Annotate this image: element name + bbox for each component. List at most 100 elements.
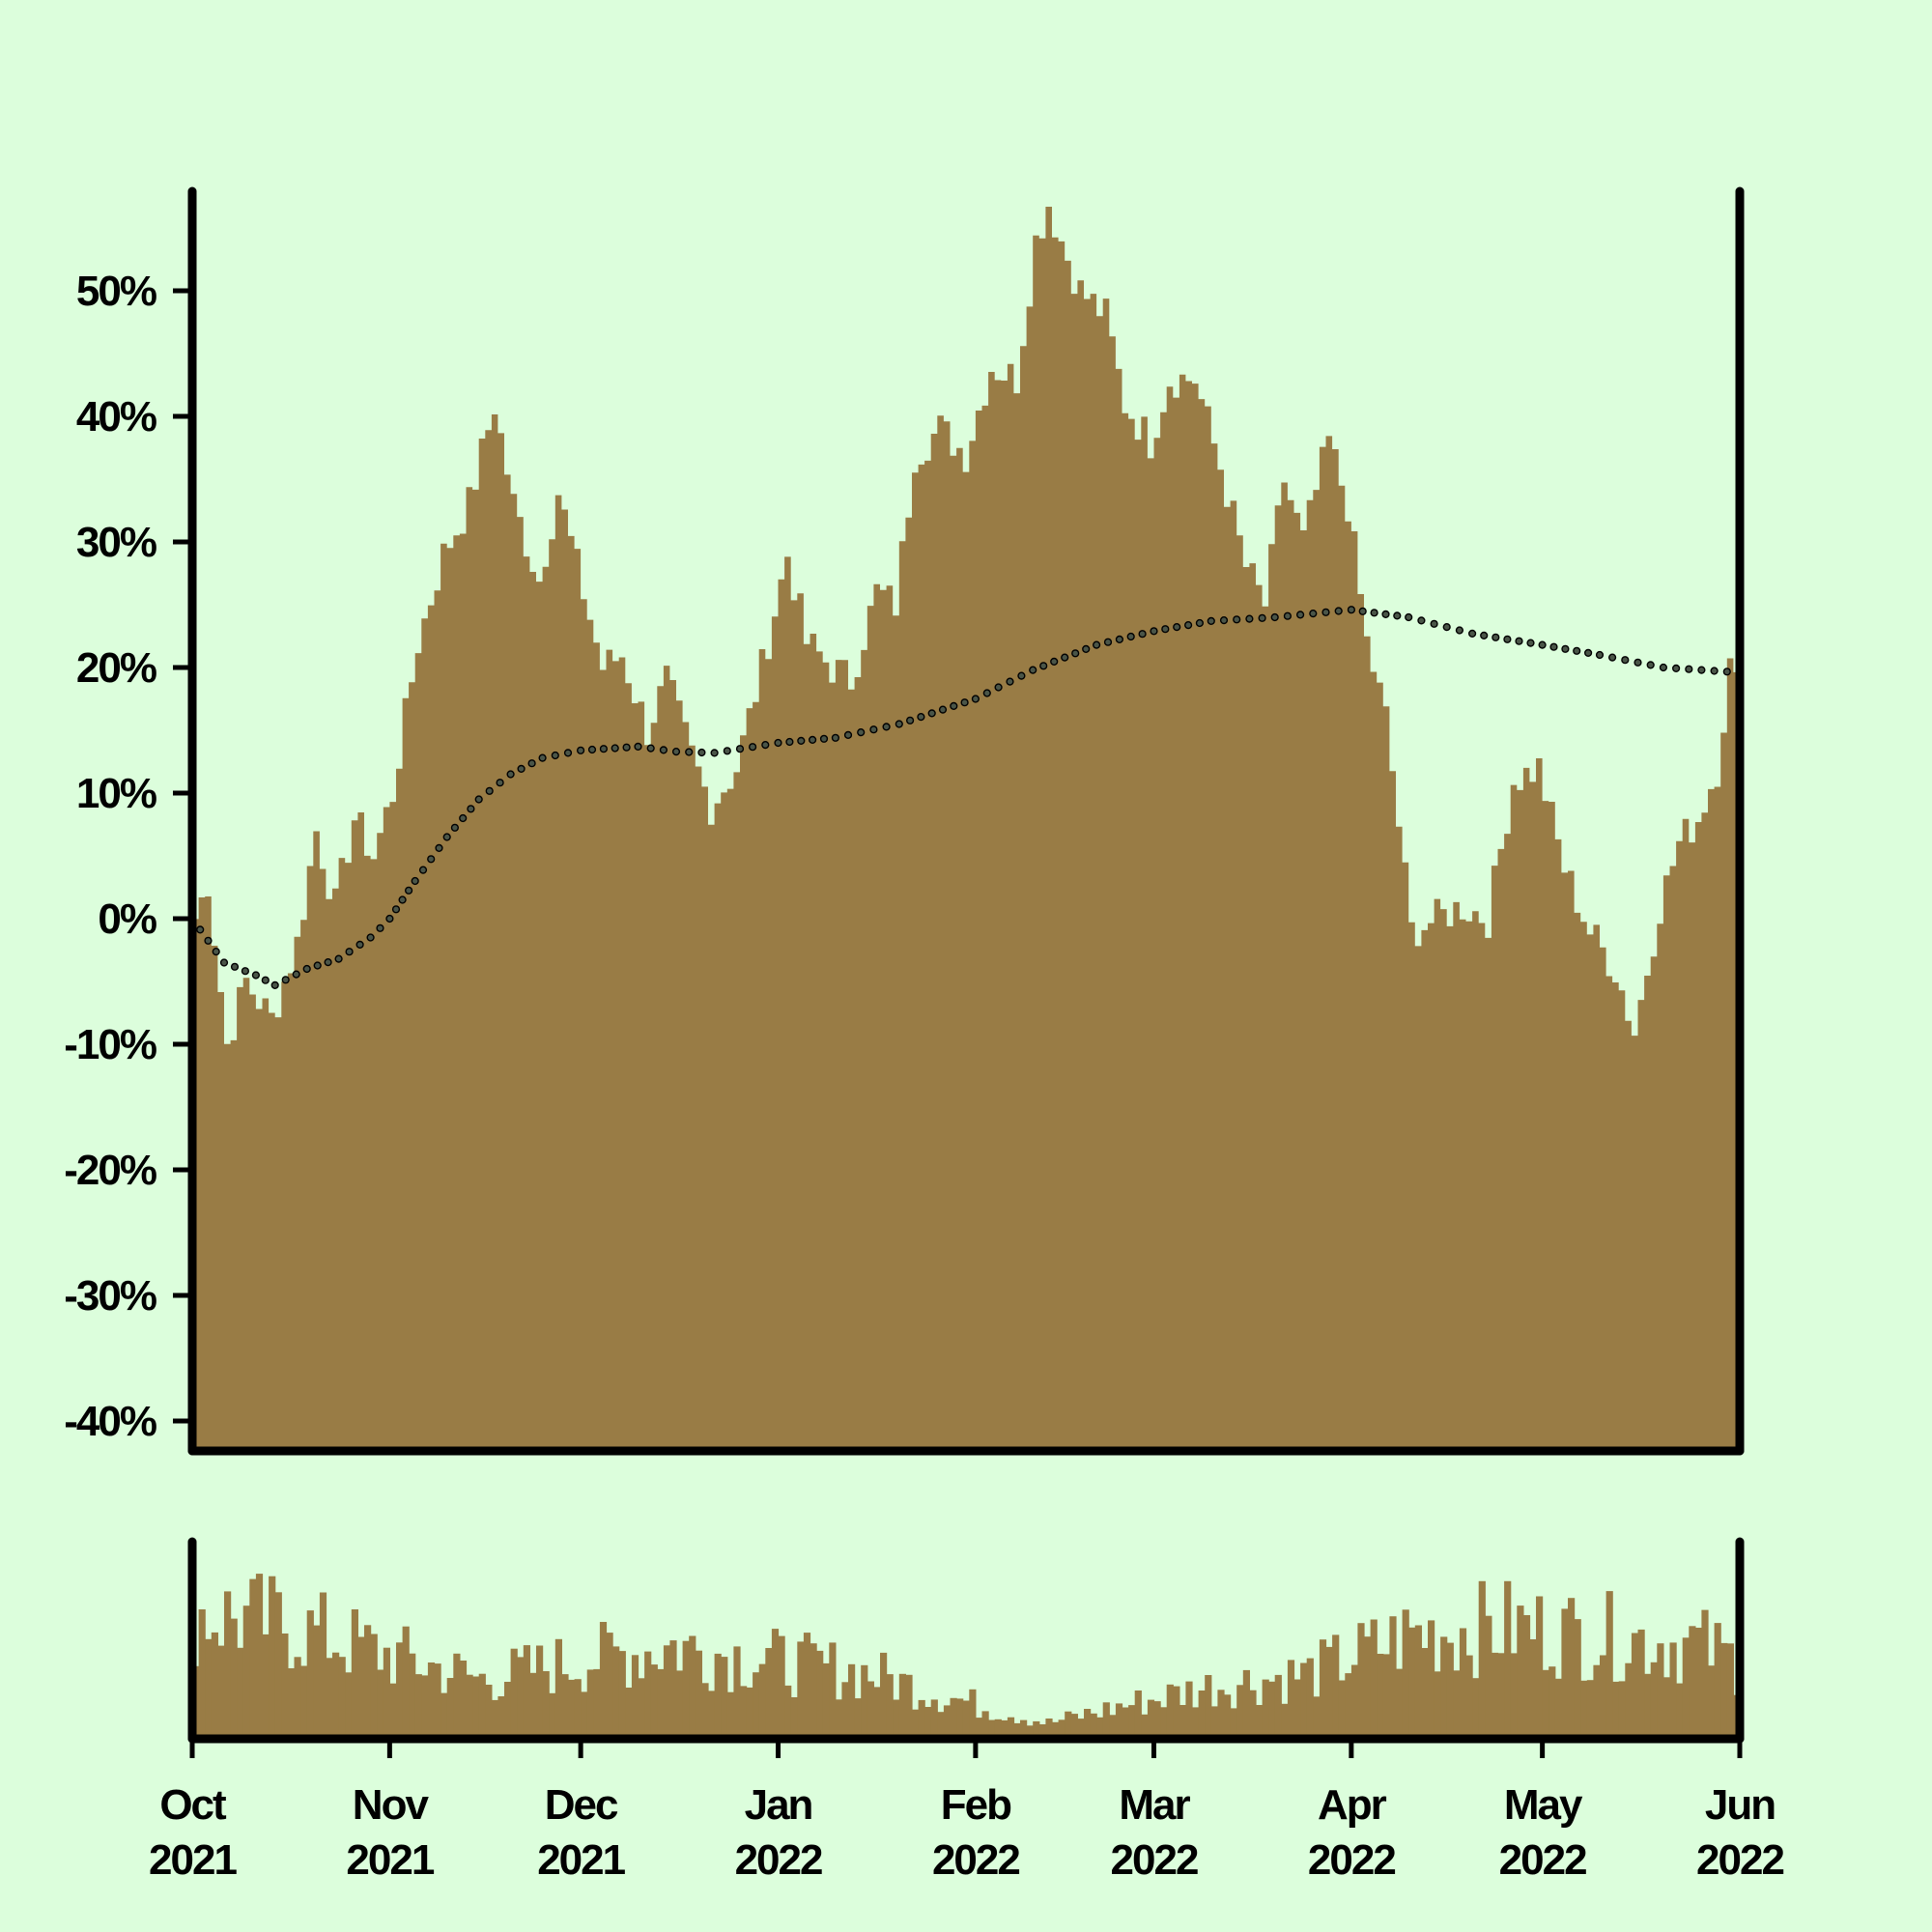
volume-bar [797,1641,805,1739]
volume-bar [1600,1655,1607,1739]
moving-average-dot [1006,677,1014,686]
volume-bar [1453,1670,1461,1739]
volume-bar [536,1645,544,1739]
volume-bar [1262,1679,1269,1739]
volume-bar [249,1578,257,1739]
moving-average-dot [1321,608,1330,616]
volume-bar [1676,1683,1684,1739]
volume-bar [1701,1609,1709,1739]
x-tick-year: 2022 [1308,1836,1395,1884]
volume-bar [1045,1719,1053,1739]
moving-average-dot [1393,611,1402,620]
moving-average-dot [882,723,891,731]
volume-bar [1504,1580,1512,1739]
x-tick-year: 2021 [149,1836,237,1884]
moving-average-dot [376,923,384,932]
volume-bar [478,1673,486,1739]
volume-bar [701,1683,709,1739]
volume-bar [1650,1662,1658,1739]
volume-bar [237,1647,244,1739]
x-tick-year: 2022 [932,1836,1019,1884]
moving-average-dot [1295,611,1305,619]
volume-bar [1586,1680,1594,1739]
volume-bar [1497,1653,1505,1739]
volume-bar [606,1633,613,1739]
x-tick-year: 2021 [537,1836,625,1884]
volume-bar [529,1672,537,1739]
volume-bar [1122,1707,1129,1739]
volume-bar [1529,1639,1537,1739]
moving-average-dot [204,936,213,945]
moving-average-dot [622,743,631,752]
volume-bar [1090,1713,1097,1739]
volume-bar [459,1661,468,1739]
moving-average-dot [1659,663,1668,672]
volume-bar [332,1652,340,1739]
moving-average-dot [1029,666,1037,674]
volume-bar [1408,1627,1416,1739]
volume-bar [1332,1634,1340,1739]
moving-average-dot [1071,649,1080,658]
volume-bar [1077,1719,1085,1739]
y-tick-label: 30% [76,519,156,566]
moving-average-dot [212,947,220,956]
moving-average-dot [1722,668,1731,676]
x-tick-year: 2022 [1111,1836,1198,1884]
moving-average-dot [219,958,229,967]
y-tick-label: 10% [76,770,156,817]
moving-average-dot [1634,658,1642,667]
moving-average-dot [774,738,782,748]
moving-average-dot [1595,650,1605,660]
volume-bar [383,1647,390,1739]
volume-bar [1325,1646,1333,1739]
moving-average-dot [869,725,878,734]
volume-bar [593,1668,601,1739]
volume-bar [1472,1678,1480,1739]
volume-bar [758,1663,766,1739]
volume-bar [1038,1724,1046,1739]
moving-average-dot [1195,618,1205,628]
volume-bar [618,1651,626,1739]
volume-bar [1574,1619,1581,1739]
volume-bar [1026,1725,1034,1739]
y-tick-label: -20% [64,1147,156,1194]
moving-average-dot [994,683,1003,692]
moving-average-dot [1126,632,1135,641]
moving-average-dot [1183,620,1193,630]
moving-average-dot [646,744,655,753]
volume-bar [1084,1709,1092,1739]
moving-average-dot [241,967,250,976]
y-tick-label: 20% [76,644,156,692]
volume-bar [300,1665,308,1739]
volume-bar [1548,1666,1556,1739]
volume-bar [1694,1628,1703,1739]
moving-average-dot [496,779,504,787]
moving-average-dot [960,698,969,707]
volume-bar [631,1655,639,1739]
x-tick-month: Nov [353,1781,430,1829]
moving-average-dot [1467,629,1477,639]
volume-bar [682,1640,690,1739]
volume-bar [1345,1673,1352,1739]
moving-average-dot [196,925,205,934]
moving-average-dot [1245,614,1254,623]
moving-average-dot [345,948,354,956]
volume-bar [1274,1674,1282,1739]
volume-bar [1554,1678,1562,1739]
moving-average-dot [1417,616,1426,625]
volume-bar [599,1622,608,1739]
moving-average-dot [385,914,394,923]
moving-average-dot [710,749,719,757]
y-tick-label: -30% [64,1272,156,1320]
moving-average-dot [831,733,840,742]
volume-bar [1128,1705,1136,1739]
volume-bar [854,1698,862,1739]
volume-bar [389,1683,397,1739]
volume-bar [1020,1719,1028,1739]
volume-bar [1434,1671,1441,1739]
volume-bar [211,1632,218,1739]
moving-average-dot [442,833,451,841]
volume-bar [1033,1720,1040,1739]
volume-bar [269,1576,276,1739]
volume-bar [440,1692,448,1739]
